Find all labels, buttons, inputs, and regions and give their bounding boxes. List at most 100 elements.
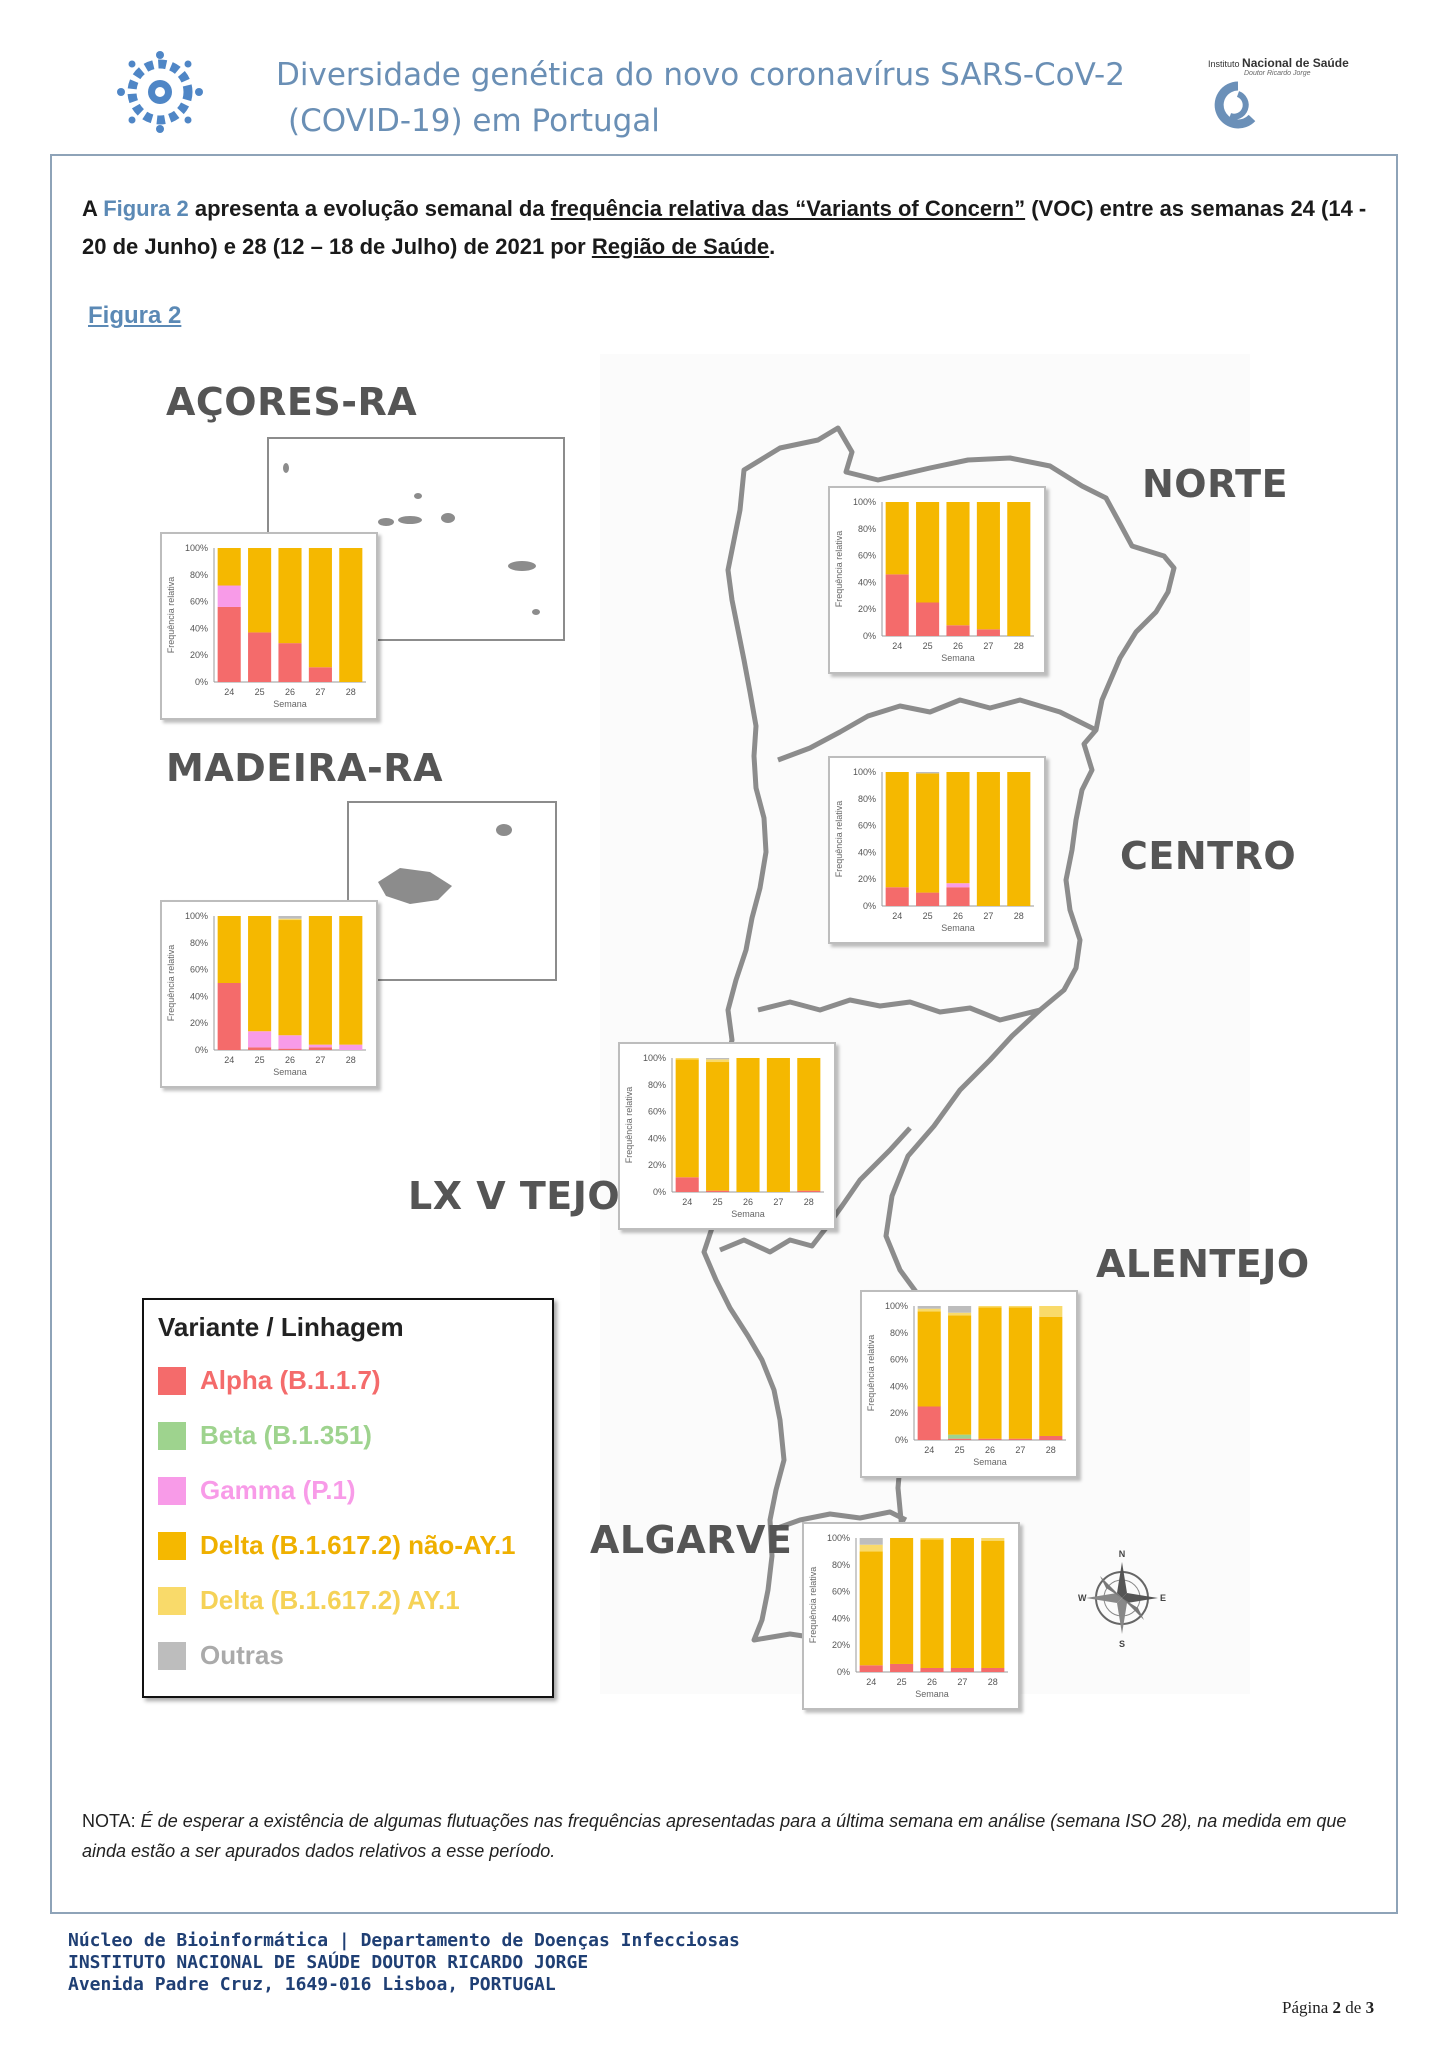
legend-swatch [158, 1366, 186, 1395]
y-tick-label: 100% [643, 1053, 666, 1063]
y-axis-label: Frequência relativa [624, 1087, 634, 1164]
bar-segment [981, 1538, 1005, 1541]
legend-swatch [158, 1641, 186, 1670]
x-tick-label: 28 [1014, 911, 1024, 921]
x-tick-label: 25 [955, 1445, 965, 1455]
y-tick-label: 40% [190, 623, 208, 633]
y-tick-label: 40% [858, 577, 876, 587]
region-label-centro: CENTRO [1120, 834, 1297, 878]
y-tick-label: 100% [853, 497, 876, 507]
bar-segment [920, 1539, 944, 1668]
legend-item: Alpha (B.1.1.7) [156, 1353, 552, 1408]
bar-segment [948, 1434, 972, 1439]
bar-segment [916, 602, 940, 636]
bar-segment [278, 643, 302, 682]
border-centro-lvt [757, 997, 1041, 1023]
legend-label: Delta (B.1.617.2) não-AY.1 [200, 1530, 516, 1560]
footer-line1: Núcleo de Bioinformática | Departamento … [68, 1930, 740, 1951]
x-axis-label: Semana [273, 699, 307, 709]
intro-region-term: Região de Saúde [591, 234, 770, 259]
bar-segment [339, 916, 363, 1045]
bar-segment [950, 1667, 974, 1672]
bar-segment [859, 1538, 883, 1545]
y-axis-label: Frequência relativa [808, 1567, 818, 1644]
x-tick-label: 25 [897, 1677, 907, 1687]
bar-segment [859, 1665, 883, 1672]
y-axis-label: Frequência relativa [834, 801, 844, 878]
bar-segment [278, 1048, 302, 1050]
bar-segment [946, 883, 970, 888]
y-tick-label: 20% [858, 604, 876, 614]
bar-segment [1039, 1306, 1063, 1317]
bar-segment [797, 1190, 821, 1192]
bar-segment [948, 1438, 972, 1440]
bar-segment [706, 1062, 730, 1191]
bar-segment [916, 502, 940, 603]
x-tick-label: 24 [866, 1677, 876, 1687]
bar-segment [217, 585, 241, 607]
bar-segment [885, 502, 909, 575]
bar-segment [1039, 1316, 1063, 1436]
bar-segment [859, 1544, 883, 1552]
x-tick-label: 24 [682, 1197, 692, 1207]
page-title: Diversidade genética do novo coronavírus… [276, 57, 1125, 139]
bar-segment [1007, 772, 1031, 906]
intro-frequency-term: frequência relativa das “Variants of Con… [550, 196, 1026, 221]
logo-institute-name: Nacional de Saúde [1242, 56, 1349, 70]
bar-segment [675, 1059, 699, 1178]
x-axis-label: Semana [273, 1067, 307, 1077]
y-tick-label: 40% [190, 991, 208, 1001]
bar-segment [946, 772, 970, 884]
bar-segment [916, 892, 940, 906]
footer-line2: INSTITUTO NACIONAL DE SAÚDE DOUTOR RICAR… [68, 1952, 589, 1973]
virus-logo-icon [117, 51, 203, 133]
legend-item: Beta (B.1.351) [156, 1408, 552, 1463]
bar-segment [978, 1306, 1002, 1308]
y-tick-label: 60% [648, 1107, 666, 1117]
y-tick-label: 80% [190, 570, 208, 580]
bar-segment [308, 1047, 332, 1050]
bar-segment [706, 1058, 730, 1060]
bar-segment [1008, 1307, 1032, 1439]
x-tick-label: 27 [1015, 1445, 1025, 1455]
x-tick-label: 25 [923, 641, 933, 651]
y-tick-label: 60% [832, 1587, 850, 1597]
x-axis-label: Semana [731, 1209, 765, 1219]
x-tick-label: 27 [983, 911, 993, 921]
region-label-norte: NORTE [1142, 462, 1289, 506]
bar-segment [946, 887, 970, 906]
bar-segment [217, 548, 241, 586]
x-tick-label: 26 [285, 1055, 295, 1065]
legend-swatch [158, 1586, 186, 1615]
figure-label: Figura 2 [88, 302, 182, 329]
x-tick-label: 26 [285, 687, 295, 697]
x-tick-label: 26 [953, 911, 963, 921]
x-tick-label: 25 [713, 1197, 723, 1207]
y-tick-label: 80% [832, 1560, 850, 1570]
footer: Núcleo de Bioinformática | Departamento … [68, 1930, 740, 1996]
x-tick-label: 25 [255, 687, 265, 697]
x-tick-label: 26 [985, 1445, 995, 1455]
bar-segment [278, 548, 302, 644]
y-tick-label: 60% [190, 597, 208, 607]
intro-paragraph: A Figura 2 apresenta a evolução semanal … [82, 196, 1367, 259]
legend-label: Alpha (B.1.1.7) [200, 1365, 381, 1395]
bar-segment [675, 1058, 699, 1060]
x-tick-label: 27 [315, 687, 325, 697]
bar-segment [278, 918, 302, 921]
bar-segment [248, 1047, 272, 1050]
bar-segment [976, 772, 1000, 906]
x-tick-label: 28 [1046, 1445, 1056, 1455]
y-tick-label: 60% [890, 1355, 908, 1365]
y-tick-label: 0% [653, 1187, 666, 1197]
bar-segment [308, 667, 332, 682]
bar-segment [981, 1540, 1005, 1668]
y-tick-label: 60% [858, 551, 876, 561]
x-tick-label: 24 [224, 687, 234, 697]
chart-algarve: 0% 20% 40% 60% 80% 100% Frequência relativa 24 2… [802, 1522, 1020, 1710]
bar-segment [248, 916, 272, 1032]
bar-segment [885, 574, 909, 636]
x-tick-label: 24 [892, 641, 902, 651]
bar-segment [916, 773, 940, 893]
x-tick-label: 27 [315, 1055, 325, 1065]
